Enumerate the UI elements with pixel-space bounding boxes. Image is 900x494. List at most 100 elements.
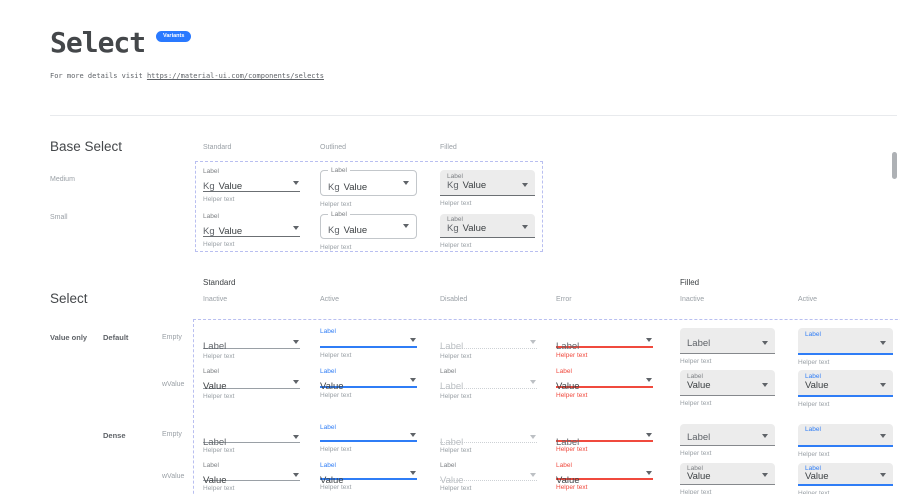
select-filled-inactive-empty[interactable]: Label Helper text [680,328,775,365]
vertical-scrollbar-thumb[interactable] [892,152,897,179]
dropdown-arrow-icon [530,380,536,384]
base-select-heading: Base Select [50,139,123,154]
helper-text: Helper text [680,489,712,494]
select-standard-error-dense-wvalue[interactable]: Label Value Helper text [556,462,653,491]
select-value: Value [203,475,227,486]
helper-text: Helper text [556,484,588,491]
helper-text: Helper text [203,447,235,454]
select-filled-inactive-dense-empty[interactable]: Label Helper text [680,424,775,457]
dropdown-arrow-icon [530,435,536,439]
adornment: Kg [447,180,459,191]
base-select-standard-small[interactable]: Label Kg Value Helper text [203,213,300,248]
select-control: Value [440,470,537,486]
select-value: Label [687,432,711,443]
select-value: Value [320,381,344,392]
select-control: Label [440,376,537,392]
select-control: Label Kg Value [440,170,535,196]
section-divider [50,115,897,116]
select-value: Value [556,381,580,392]
dropdown-arrow-icon [522,225,528,229]
select-value: Kg Value [328,182,367,193]
helper-text: Helper text [680,400,712,407]
helper-text: Helper text [203,393,235,400]
select-control: Label Value [798,463,893,486]
select-value: Kg Value [328,225,367,236]
group-filled: Filled [680,278,700,287]
floating-label [556,328,653,336]
helper-text: Helper text [203,353,235,360]
select-value: Value [687,380,711,391]
select-standard-active-dense-wvalue[interactable]: Label Value Helper text [320,462,417,491]
select-heading: Select [50,291,88,306]
select-control: Label [798,328,893,355]
helper-text: Helper text [320,484,352,491]
row-default-empty: Empty [162,334,182,341]
helper-text: Helper text [680,358,712,365]
select-control: Value [320,470,417,486]
select-value: Label [440,437,464,448]
select-value [805,432,886,443]
value-text: Value [218,181,243,192]
select-filled-inactive-dense-wvalue[interactable]: Label Value Helper text [680,463,775,494]
helper-text: Helper text [203,241,235,248]
base-row-medium: Medium [50,176,75,183]
page-title: Select [50,26,146,59]
select-standard-error-dense-empty[interactable]: Label Helper text [556,424,653,453]
select-standard-inactive-wvalue[interactable]: Label Value Helper text [203,368,300,400]
docs-link[interactable]: https://material-ui.com/components/selec… [146,72,324,80]
select-standard-active-wvalue[interactable]: Label Value Helper text [320,368,417,399]
dropdown-arrow-icon [530,340,536,344]
base-select-standard-medium[interactable]: Label Kg Value Helper text [203,168,300,203]
select-filled-active-wvalue[interactable]: Label Value Helper text [798,370,893,408]
select-standard-inactive-dense-wvalue[interactable]: Label Value Helper text [203,462,300,492]
select-value: Label [440,341,464,352]
col-standard-disabled: Disabled [440,296,468,303]
dropdown-arrow-icon [410,433,416,437]
base-select-filled-small[interactable]: Label Kg Value Helper text [440,214,535,249]
base-select-outlined-medium[interactable]: Label Kg Value Helper text [320,167,417,208]
floating-label: Label [805,465,821,472]
helper-text: Helper text [556,352,588,359]
select-standard-inactive-dense-empty[interactable]: Label Helper text [203,424,300,454]
helper-text: Helper text [440,242,472,249]
dropdown-arrow-icon [293,181,299,185]
select-filled-active-dense-empty[interactable]: Label Helper text [798,424,893,458]
row-default-wvalue: wValue [162,381,185,388]
select-standard-active-empty[interactable]: Label Helper text [320,328,417,359]
helper-text: Helper text [556,446,588,453]
select-value: Label [440,381,464,392]
select-standard-error-wvalue[interactable]: Label Value Helper text [556,368,653,399]
base-select-outlined-small[interactable]: Label Kg Value Helper text [320,211,417,251]
select-standard-disabled-empty: Label Helper text [440,328,537,360]
select-standard-error-empty[interactable]: Label Helper text [556,328,653,359]
helper-text: Helper text [320,201,352,208]
col-filled-active: Active [798,296,818,303]
adornment: Kg [328,225,340,236]
value-text: Value [218,226,243,237]
select-filled-active-empty[interactable]: Label Helper text [798,328,893,366]
select-filled-active-dense-wvalue[interactable]: Label Value Helper text [798,463,893,494]
select-control: Label Value [680,463,775,485]
select-control: Value [203,470,300,486]
select-standard-active-dense-empty[interactable]: Label Helper text [320,424,417,453]
helper-text: Helper text [440,393,472,400]
dropdown-arrow-icon [762,473,768,477]
select-control: Label [203,432,300,448]
base-row-small: Small [50,214,68,221]
dropdown-arrow-icon [293,226,299,230]
floating-label: Label [805,426,821,433]
dropdown-arrow-icon [880,434,886,438]
dropdown-arrow-icon [762,341,768,345]
adornment: Kg [203,181,215,192]
select-value: Kg Value [203,181,242,192]
select-filled-inactive-wvalue[interactable]: Label Value Helper text [680,370,775,407]
dropdown-arrow-icon [522,183,528,187]
floating-label: Label [556,462,572,469]
helper-text: Helper text [440,447,472,454]
select-control [320,432,417,442]
select-standard-inactive-empty[interactable]: Label Helper text [203,328,300,360]
base-select-filled-medium[interactable]: Label Kg Value Helper text [440,170,535,207]
floating-label [203,424,300,432]
select-value: Value [320,475,344,486]
dropdown-arrow-icon [880,473,886,477]
